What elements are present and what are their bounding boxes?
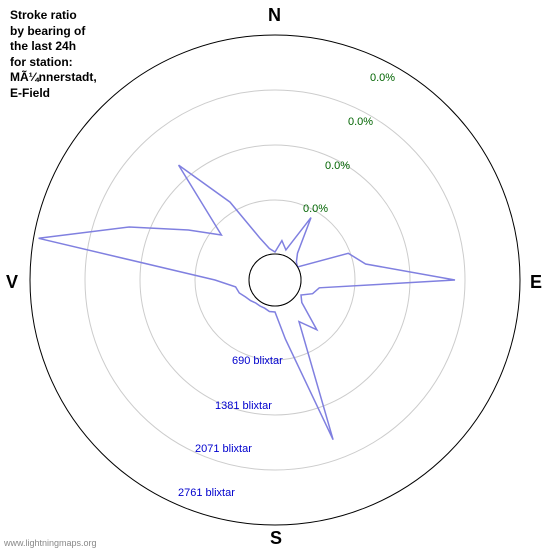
green-label-2: 0.0% [348, 116, 373, 128]
blue-label-1: 1381 blixtar [215, 400, 272, 412]
blue-label-0: 690 blixtar [232, 355, 283, 367]
chart-title: Stroke ratio by bearing of the last 24h … [10, 8, 97, 102]
blue-label-2: 2071 blixtar [195, 443, 252, 455]
green-label-0: 0.0% [303, 203, 328, 215]
cardinal-w: V [6, 272, 18, 293]
cardinal-n: N [268, 5, 281, 26]
cardinal-s: S [270, 528, 282, 549]
cardinal-e: E [530, 272, 542, 293]
green-label-3: 0.0% [370, 72, 395, 84]
footer-attribution: www.lightningmaps.org [4, 538, 97, 548]
blue-label-3: 2761 blixtar [178, 487, 235, 499]
green-label-1: 0.0% [325, 160, 350, 172]
